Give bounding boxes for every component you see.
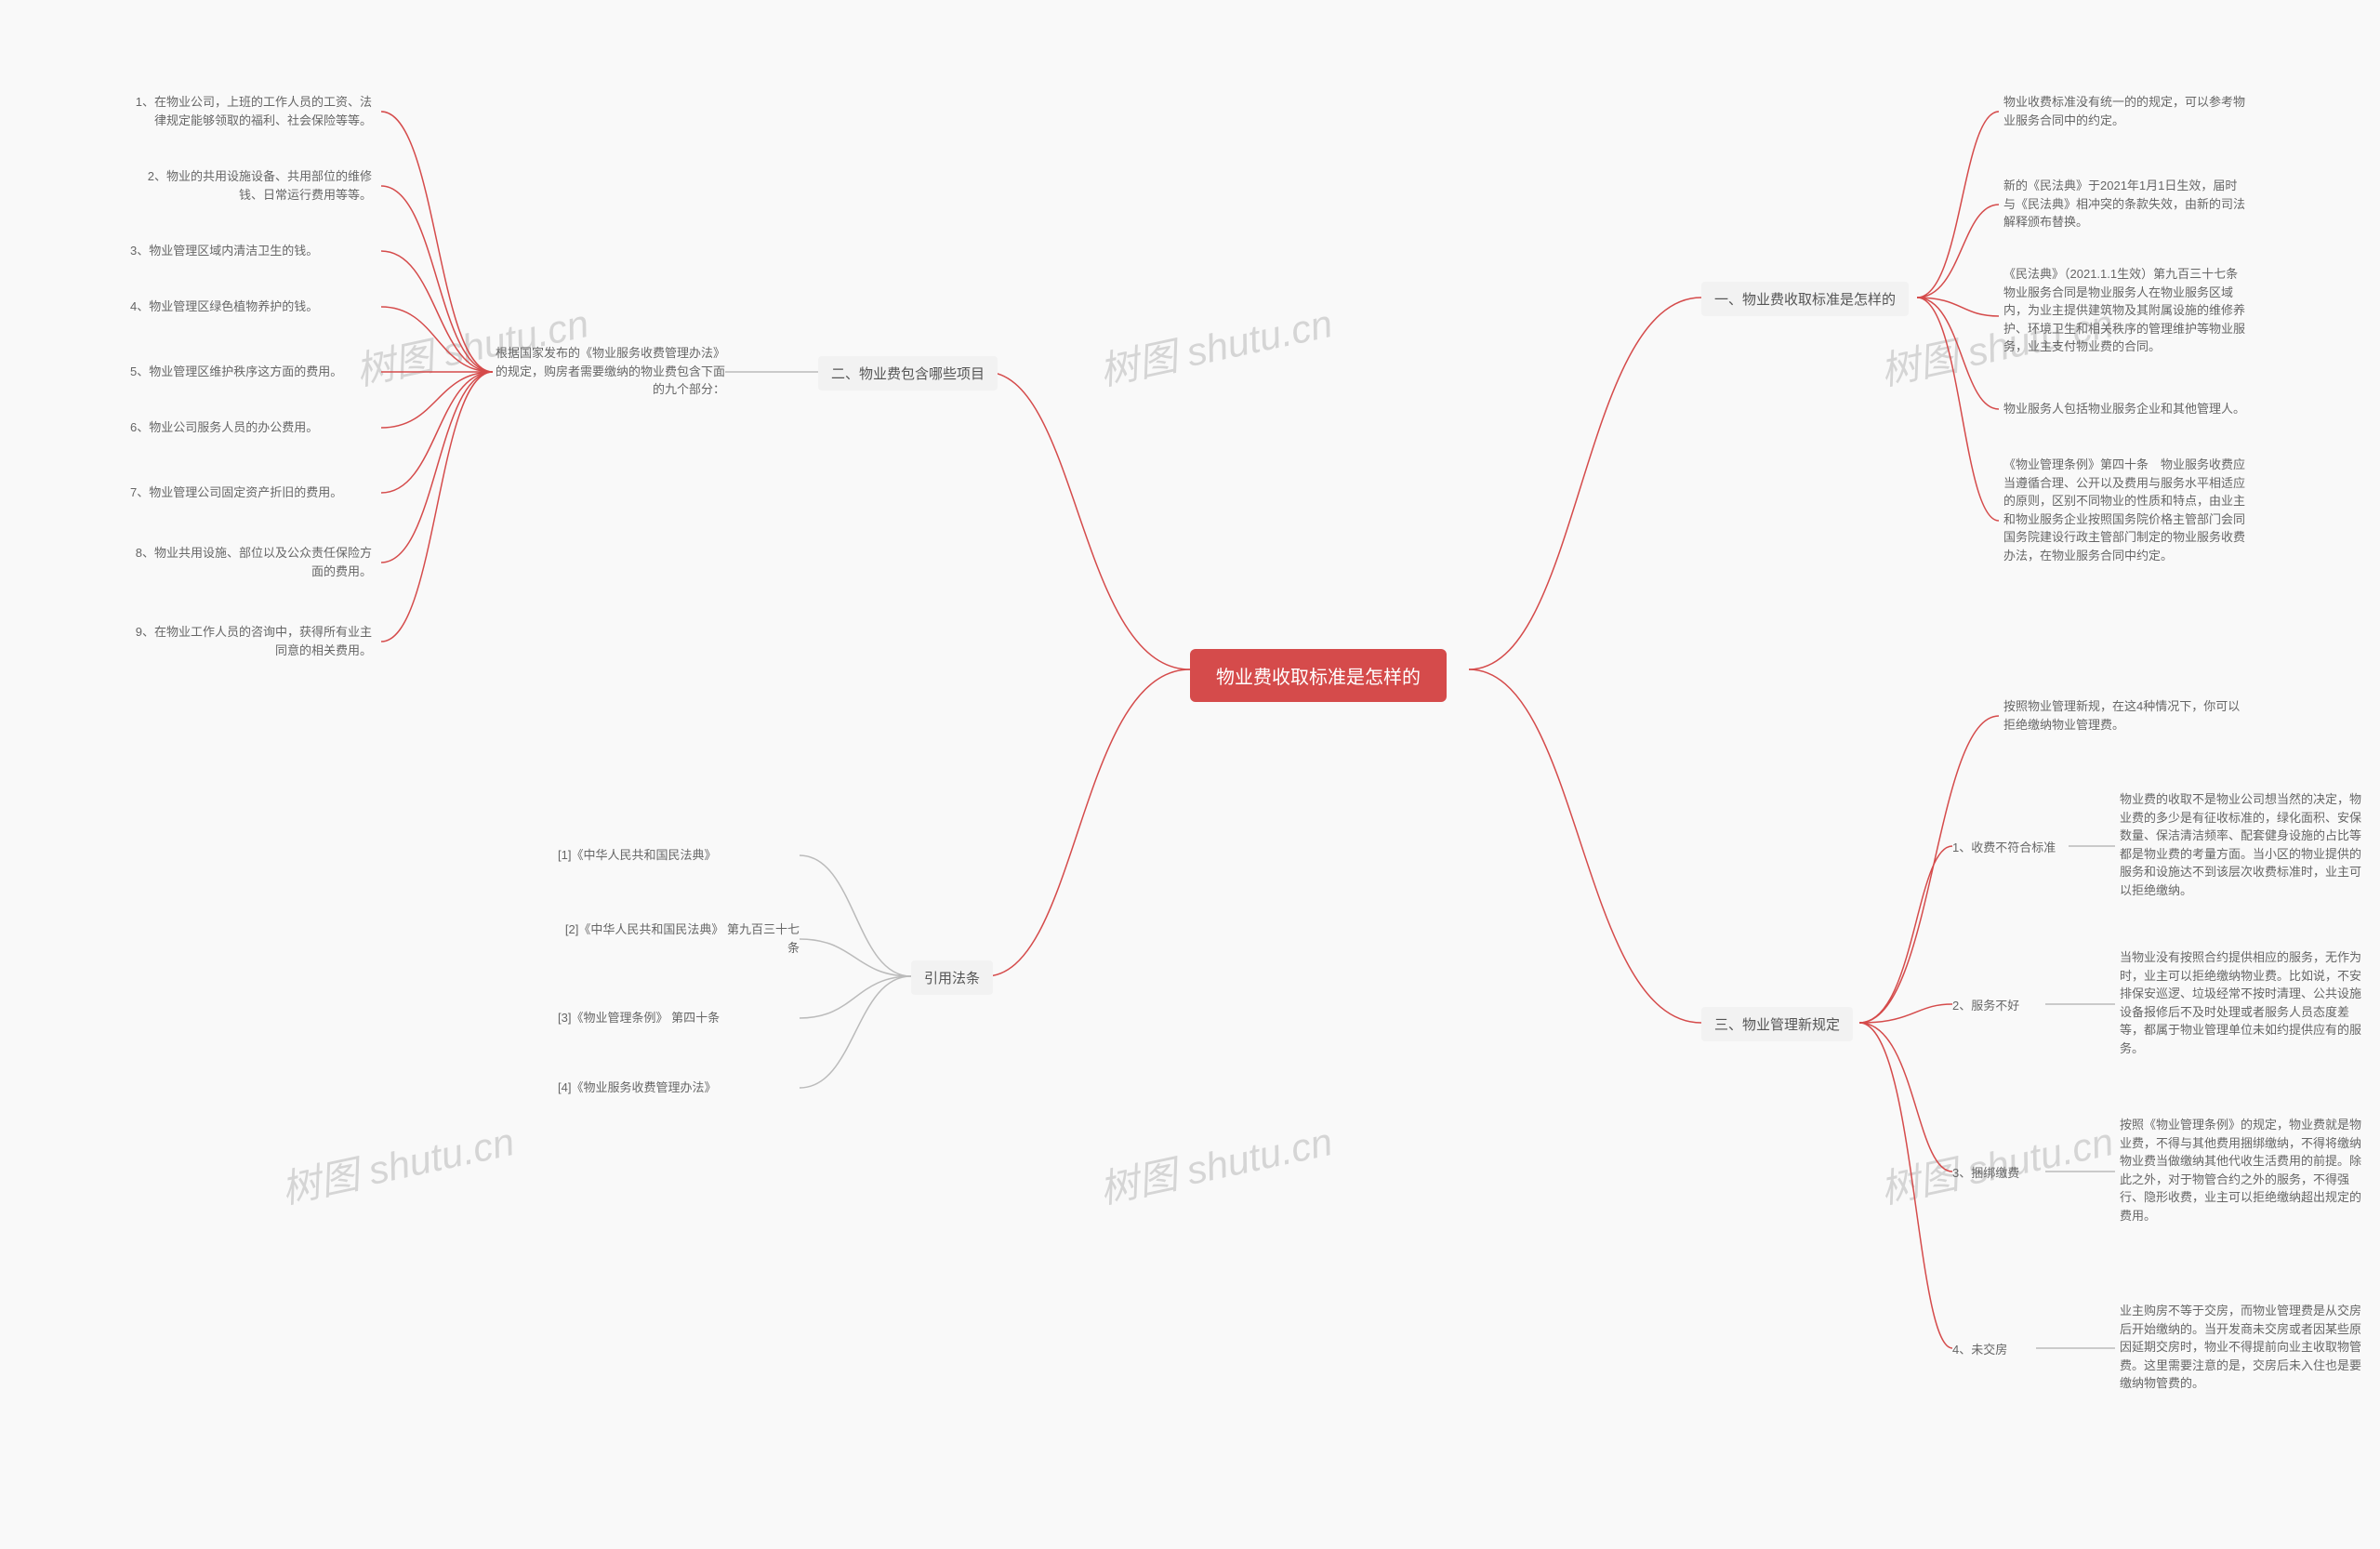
sub-r3-4: 4、未交房 — [1952, 1341, 2007, 1359]
leaf-r3-4: 业主购房不等于交房，而物业管理费是从交房后开始缴纳的。当开发商未交房或者因某些原… — [2120, 1302, 2361, 1393]
leaf-r1-1: 新的《民法典》于2021年1月1日生效，届时与《民法典》相冲突的条款失效，由新的… — [2003, 177, 2245, 232]
watermark: 树图 shutu.cn — [1874, 1110, 2118, 1215]
leaf-l2-2: 3、物业管理区域内清洁卫生的钱。 — [130, 242, 318, 260]
watermark: 树图 shutu.cn — [1093, 292, 1337, 397]
branch-l2[interactable]: 二、物业费包含哪些项目 — [818, 356, 998, 391]
intro-l2: 根据国家发布的《物业服务收费管理办法》的规定，购房者需要缴纳的物业费包含下面的九… — [493, 344, 725, 399]
leaf-lref-2: [3]《物业管理条例》 第四十条 — [558, 1009, 720, 1027]
leaf-l2-4: 5、物业管理区维护秩序这方面的费用。 — [130, 363, 342, 381]
leaf-l2-5: 6、物业公司服务人员的办公费用。 — [130, 418, 318, 437]
leaf-l2-3: 4、物业管理区绿色植物养护的钱。 — [130, 298, 318, 316]
leaf-r1-3: 物业服务人包括物业服务企业和其他管理人。 — [2003, 400, 2245, 418]
watermark: 树图 shutu.cn — [275, 1110, 519, 1215]
leaf-l2-0: 1、在物业公司，上班的工作人员的工资、法律规定能够领取的福利、社会保险等等。 — [130, 93, 372, 129]
leaf-lref-0: [1]《中华人民共和国民法典》 — [558, 846, 716, 865]
sub-r3-3: 3、捆绑缴费 — [1952, 1164, 2019, 1183]
leaf-r1-2: 《民法典》（2021.1.1生效）第九百三十七条 物业服务合同是物业服务人在物业… — [2003, 265, 2245, 356]
branch-lref[interactable]: 引用法条 — [911, 960, 993, 995]
leaf-lref-1: [2]《中华人民共和国民法典》 第九百三十七条 — [558, 920, 800, 957]
sub-r3-1: 1、收费不符合标准 — [1952, 839, 2056, 857]
leaf-r3-2: 当物业没有按照合约提供相应的服务，无作为时，业主可以拒绝缴纳物业费。比如说，不安… — [2120, 948, 2361, 1057]
sub-r3-2: 2、服务不好 — [1952, 997, 2019, 1015]
leaf-r3-intro: 按照物业管理新规，在这4种情况下，你可以拒绝缴纳物业管理费。 — [2003, 697, 2245, 734]
leaf-l2-7: 8、物业共用设施、部位以及公众责任保险方面的费用。 — [130, 544, 372, 580]
connector-layer — [0, 0, 2380, 1549]
leaf-r3-1: 物业费的收取不是物业公司想当然的决定，物业费的多少是有征收标准的，绿化面积、安保… — [2120, 790, 2361, 899]
leaf-r1-4: 《物业管理条例》第四十条 物业服务收费应当遵循合理、公开以及费用与服务水平相适应… — [2003, 456, 2245, 564]
branch-r1[interactable]: 一、物业费收取标准是怎样的 — [1701, 282, 1909, 316]
leaf-l2-8: 9、在物业工作人员的咨询中，获得所有业主同意的相关费用。 — [130, 623, 372, 659]
root-node[interactable]: 物业费收取标准是怎样的 — [1190, 649, 1447, 702]
leaf-lref-3: [4]《物业服务收费管理办法》 — [558, 1079, 716, 1097]
leaf-l2-6: 7、物业管理公司固定资产折旧的费用。 — [130, 483, 342, 502]
watermark: 树图 shutu.cn — [1093, 1110, 1337, 1215]
leaf-l2-1: 2、物业的共用设施设备、共用部位的维修钱、日常运行费用等等。 — [130, 167, 372, 204]
leaf-r3-3: 按照《物业管理条例》的规定，物业费就是物业费，不得与其他费用捆绑缴纳，不得将缴纳… — [2120, 1116, 2361, 1225]
branch-r3[interactable]: 三、物业管理新规定 — [1701, 1007, 1853, 1041]
leaf-r1-0: 物业收费标准没有统一的的规定，可以参考物业服务合同中的约定。 — [2003, 93, 2245, 129]
